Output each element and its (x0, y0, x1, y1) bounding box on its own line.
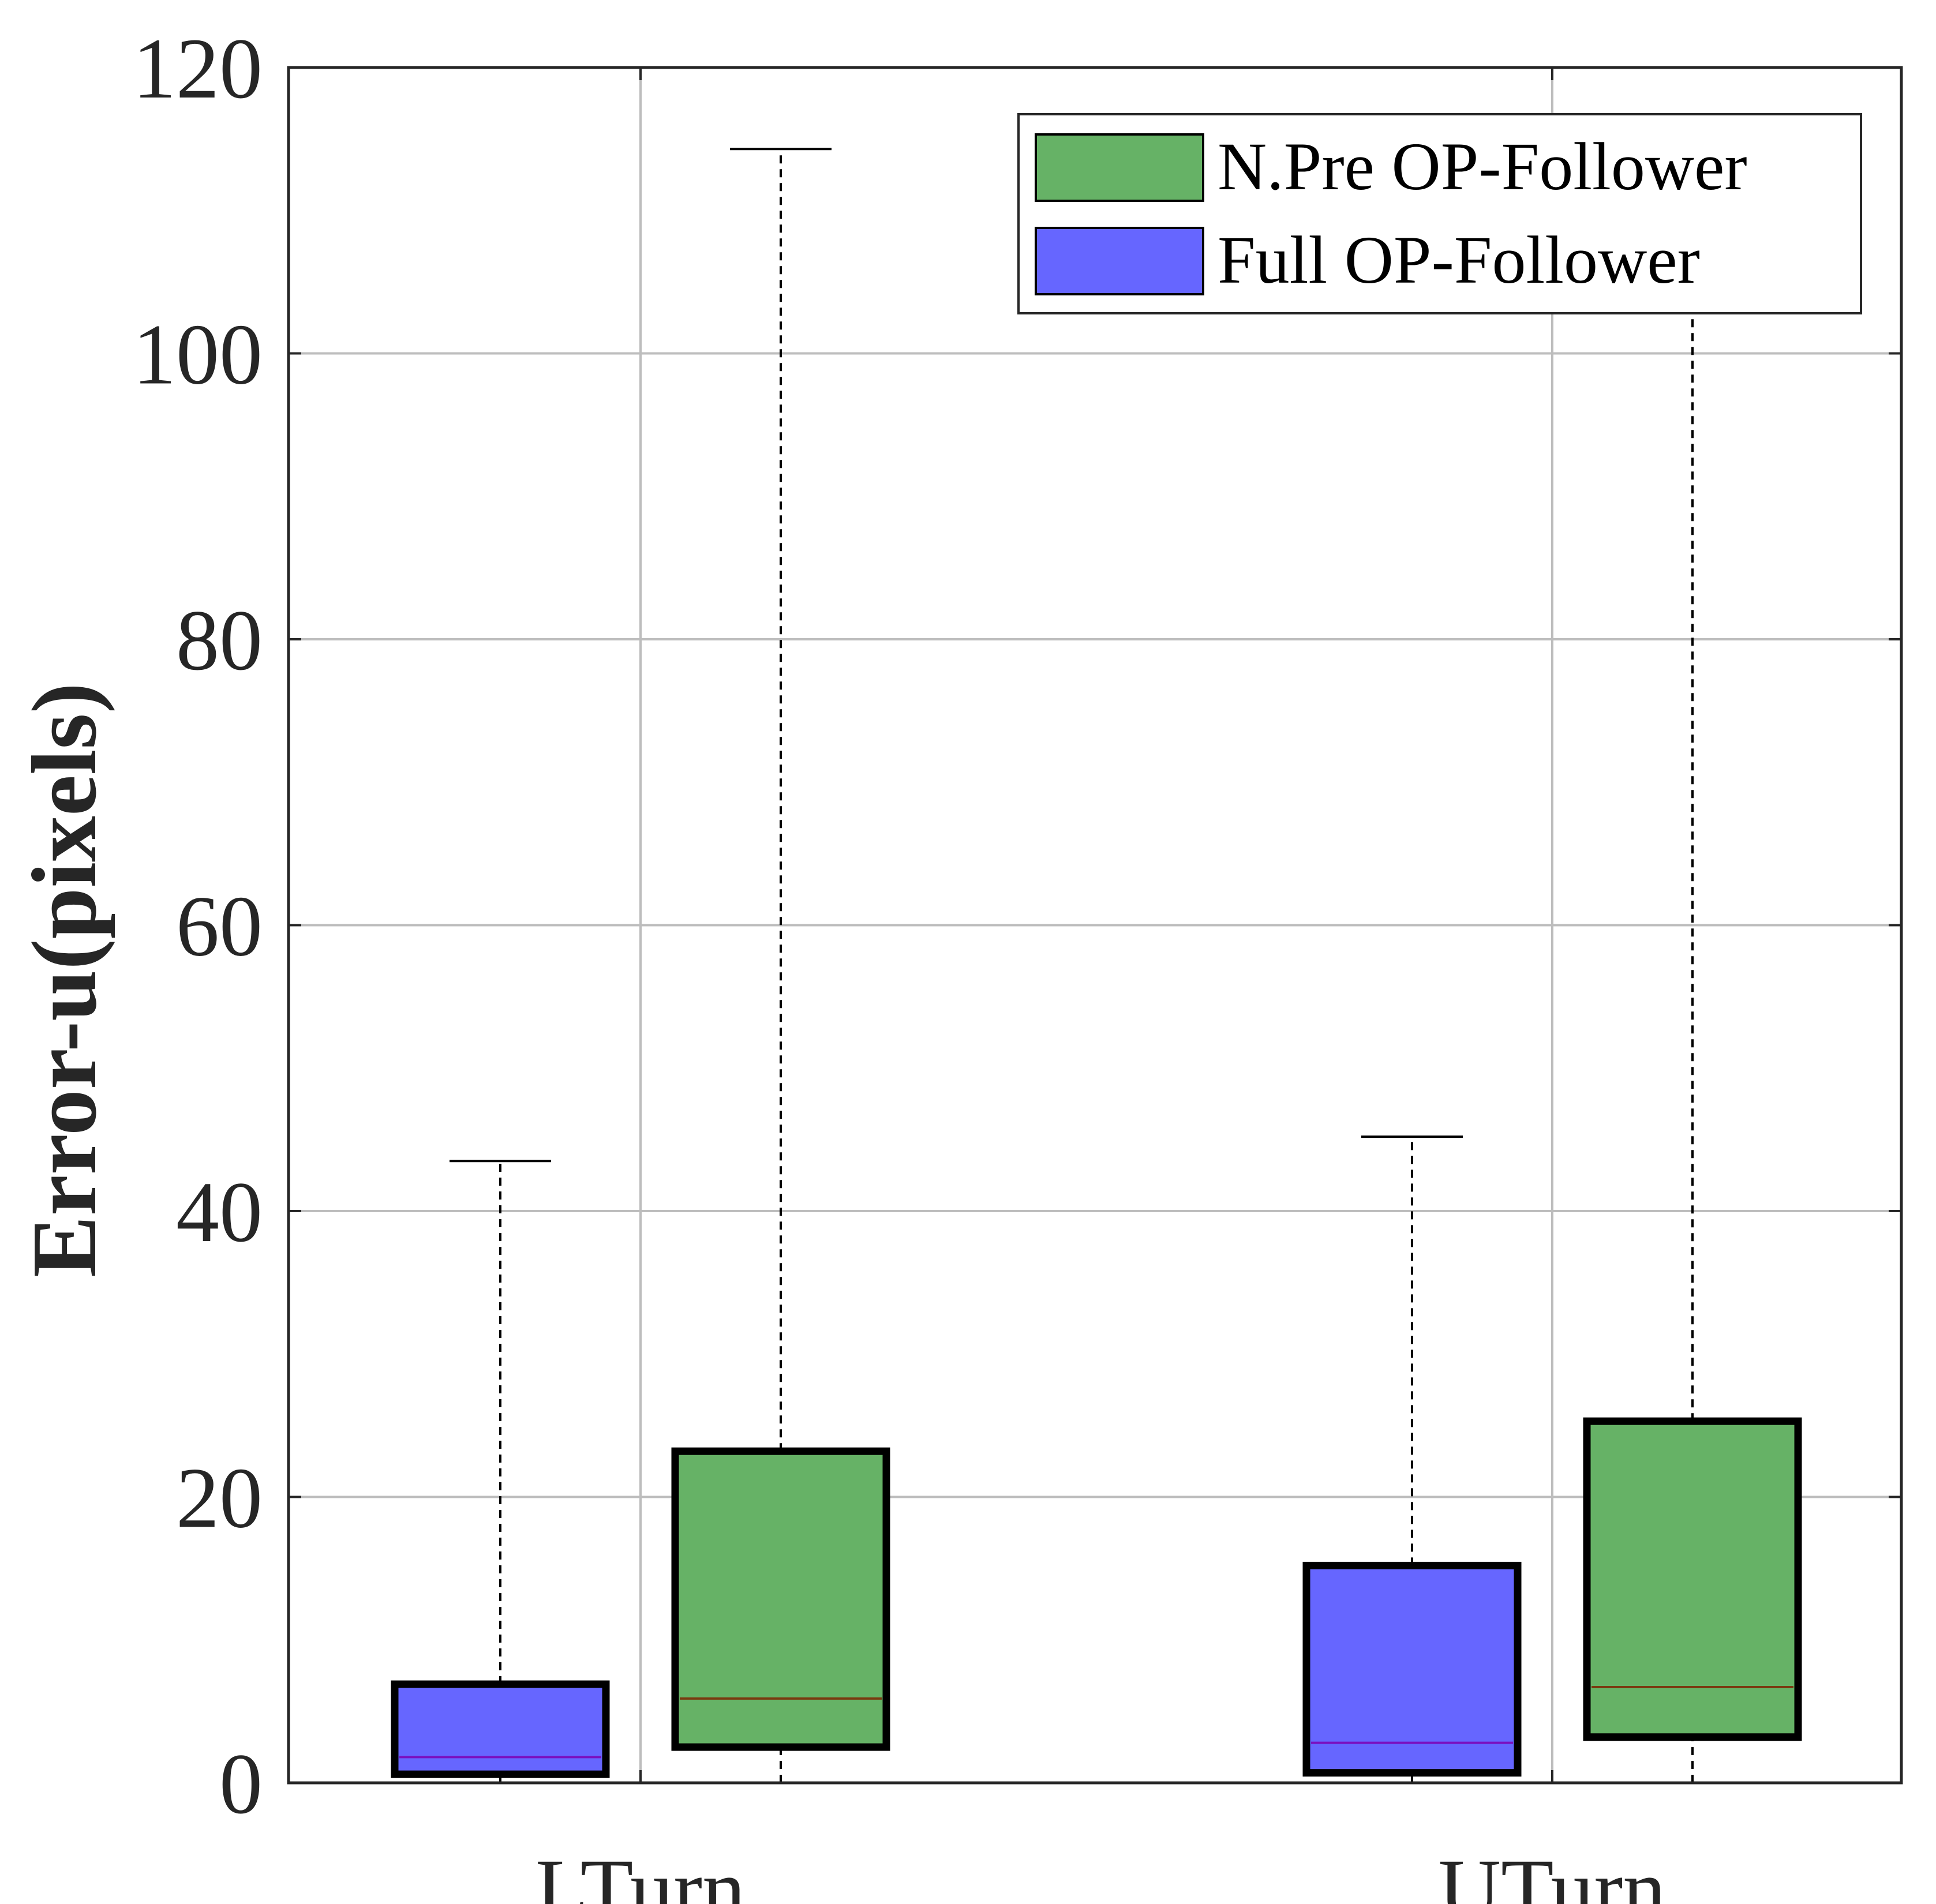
plot-frame (287, 66, 1903, 1785)
box-iqr (671, 1447, 890, 1751)
x-tick-label: LTurn (536, 1842, 746, 1904)
box-uturn-n-pre-op-follower (1583, 310, 1802, 1784)
y-tick-label: 20 (176, 1451, 263, 1546)
y-tick-label: 120 (133, 21, 263, 117)
box-plot-series (391, 148, 1802, 1784)
legend-label: Full OP-Follower (1218, 222, 1700, 298)
y-tick-label: 100 (133, 307, 263, 403)
box-iqr (391, 1680, 610, 1778)
y-tick-label: 0 (219, 1736, 263, 1832)
legend-label: N.Pre OP-Follower (1218, 129, 1747, 204)
box-iqr (1583, 1417, 1802, 1741)
y-axis-title: Error-u(pixels) (13, 683, 115, 1277)
grid-lines (289, 68, 1901, 1783)
axes: 0 20 40 60 80 100 120 LTurn UTurn (133, 21, 1903, 1904)
legend: N.Pre OP-Follower Full OP-Follower (1017, 113, 1862, 314)
legend-swatch (1035, 133, 1204, 202)
y-tick-label: 80 (176, 593, 263, 688)
y-tick-label: 60 (176, 879, 263, 975)
legend-swatch (1035, 227, 1204, 295)
y-tick-label: 40 (176, 1164, 263, 1260)
box-lturn-n-pre-op-follower (671, 148, 890, 1784)
box-iqr (1302, 1561, 1522, 1777)
x-tick-label: UTurn (1439, 1842, 1667, 1904)
box-lturn-full-op-follower (391, 1160, 610, 1784)
